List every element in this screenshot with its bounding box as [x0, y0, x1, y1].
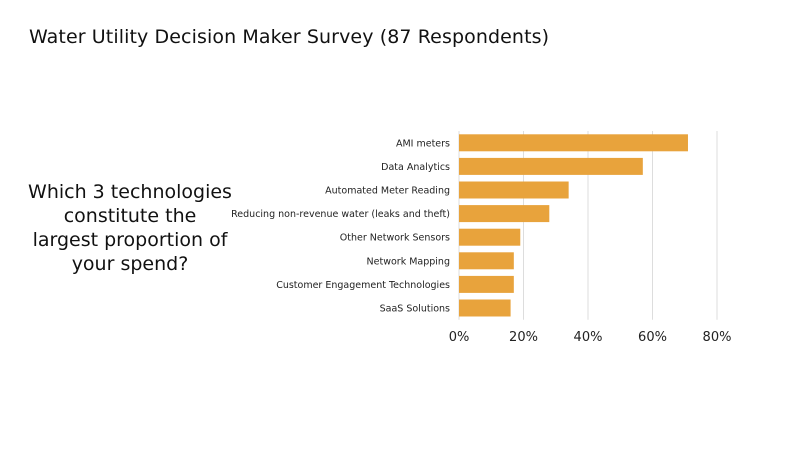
- bar: [459, 275, 514, 293]
- bar: [459, 299, 511, 317]
- bar: [459, 134, 688, 152]
- bar: [459, 157, 643, 175]
- x-tick-label: 0%: [449, 330, 470, 345]
- category-label: Customer Engagement Technologies: [276, 280, 450, 291]
- category-label: Data Analytics: [381, 162, 450, 173]
- bars: [459, 134, 688, 317]
- bar: [459, 228, 521, 246]
- slide-title: Water Utility Decision Maker Survey (87 …: [29, 26, 550, 48]
- category-label: Other Network Sensors: [340, 233, 450, 244]
- x-tick-label: 40%: [574, 330, 603, 345]
- x-tick-label: 60%: [638, 330, 667, 345]
- bar: [459, 205, 550, 223]
- category-label: Network Mapping: [367, 256, 450, 267]
- x-axis-ticks: 0% 20% 40% 60% 80%: [449, 330, 732, 345]
- bar: [459, 181, 569, 199]
- category-label: AMI meters: [396, 138, 450, 149]
- x-tick-label: 80%: [703, 330, 732, 345]
- category-label: Reducing non-revenue water (leaks and th…: [231, 209, 450, 220]
- bar: [459, 252, 514, 270]
- category-labels: AMI meters Data Analytics Automated Meter …: [231, 138, 450, 314]
- category-label: Automated Meter Reading: [325, 186, 450, 197]
- survey-question: Which 3 technologies constitute the larg…: [28, 181, 232, 275]
- x-tick-label: 20%: [509, 330, 538, 345]
- category-label: SaaS Solutions: [380, 304, 450, 315]
